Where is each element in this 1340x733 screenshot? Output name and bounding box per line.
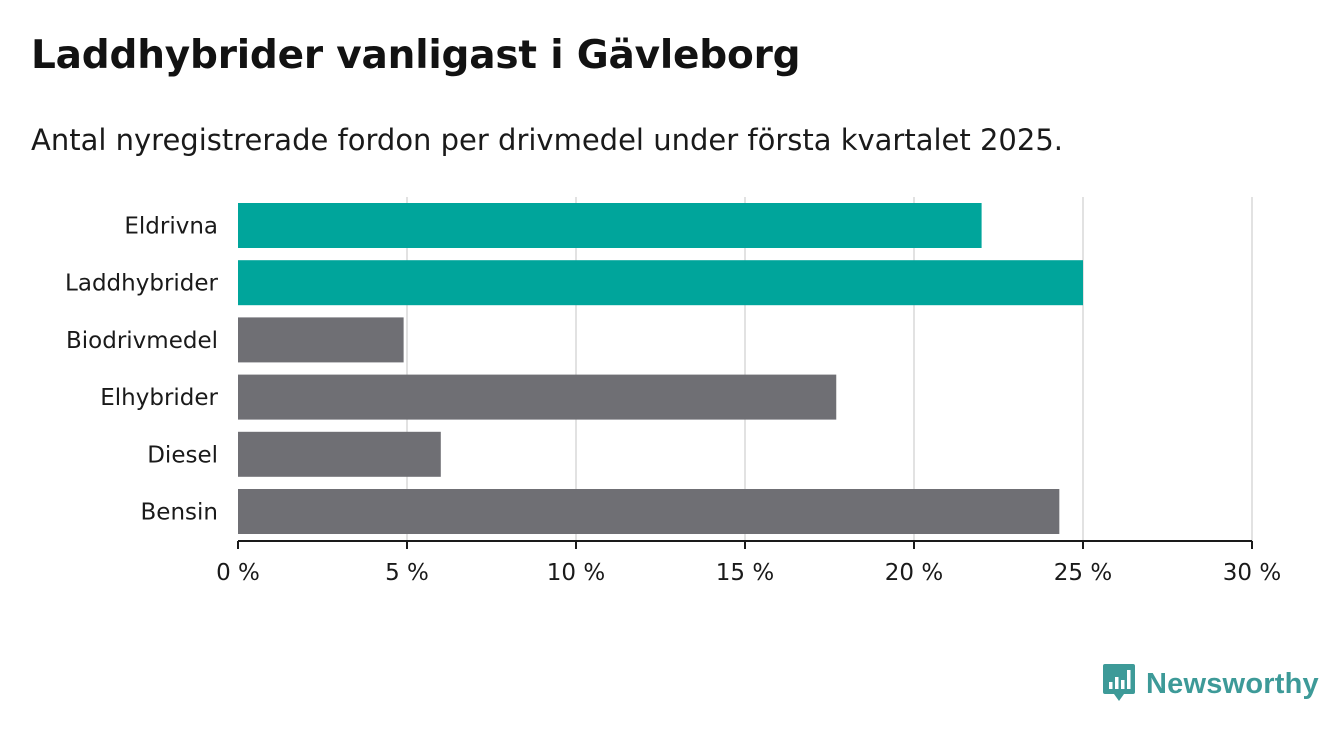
x-tick-label: 0 % <box>216 560 260 586</box>
category-label: Biodrivmedel <box>66 328 218 354</box>
bar <box>238 260 1083 306</box>
bar <box>238 489 1060 534</box>
category-label: Diesel <box>147 442 218 468</box>
x-tick-label: 5 % <box>385 560 429 586</box>
newsworthy-logo: Newsworthy <box>1102 662 1319 706</box>
x-axis <box>237 540 1253 549</box>
bars <box>238 203 1083 534</box>
category-label: Eldrivna <box>124 214 218 240</box>
chart-subtitle: Antal nyregistrerade fordon per drivmede… <box>31 123 1064 157</box>
category-labels: Eldrivna Laddhybrider Biodrivmedel Elhybrid… <box>65 214 218 526</box>
chart-bubble-icon <box>1102 662 1136 706</box>
x-tick-label: 15 % <box>716 560 774 586</box>
brand-name: Newsworthy <box>1146 667 1319 700</box>
category-label: Elhybrider <box>100 385 218 411</box>
x-tick-labels: 0 % 5 % 10 % 15 % 20 % 25 % 30 % <box>216 560 1281 586</box>
x-tick-label: 20 % <box>885 560 943 586</box>
bar <box>238 431 441 477</box>
x-tick-label: 10 % <box>547 560 605 586</box>
bar <box>238 374 837 420</box>
chart-title: Laddhybrider vanligast i Gävleborg <box>31 33 801 78</box>
bar <box>238 317 404 363</box>
category-label: Laddhybrider <box>65 271 218 297</box>
x-tick-label: 30 % <box>1223 560 1281 586</box>
x-tick-label: 25 % <box>1054 560 1112 586</box>
category-label: Bensin <box>141 500 218 526</box>
bar <box>238 203 982 248</box>
gridlines <box>406 197 1253 541</box>
